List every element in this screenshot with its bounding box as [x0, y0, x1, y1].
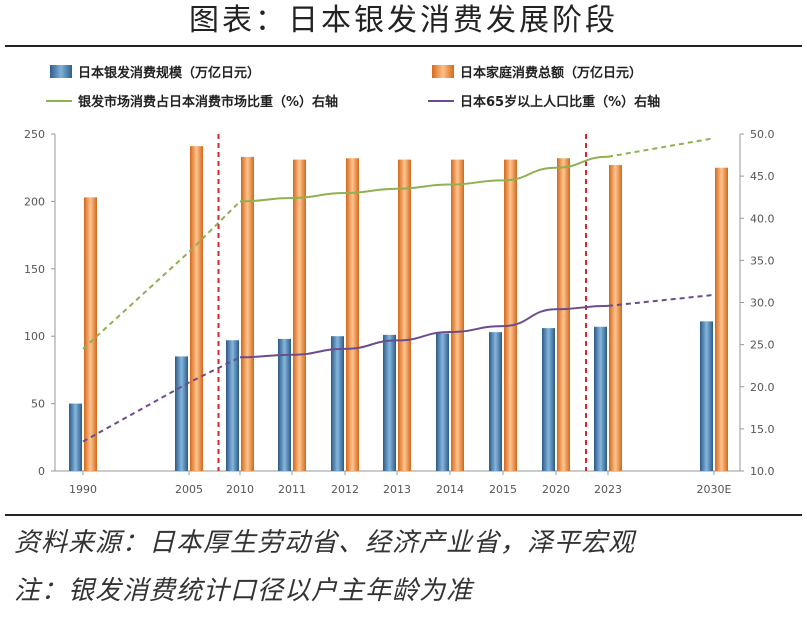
bar-household-consumption: [241, 156, 254, 471]
legend-entry-silver-share: 银发市场消费占日本消费市场比重（%）右轴: [46, 91, 338, 110]
bar-household-consumption: [84, 197, 97, 471]
line-silver-share-solid: [239, 155, 609, 203]
footnote: 注：银发消费统计口径以户主年龄为准: [14, 576, 474, 606]
source-note: 资料来源：日本厚生劳动省、经济产业省，泽平宏观: [14, 528, 636, 558]
bar-household-consumption: [451, 159, 464, 471]
bottom-divider: [5, 514, 802, 516]
bar-silver-consumption: [278, 338, 291, 471]
y-right-tick-label: 30.0: [750, 297, 775, 310]
x-tick-label: 2030E: [697, 483, 732, 496]
line-aged-population-share-dashed-early: [82, 356, 241, 443]
legend-swatch-orange: [432, 65, 454, 78]
bar-silver-consumption: [69, 403, 82, 471]
bar-household-consumption: [609, 165, 622, 471]
y-left-tick-label: 200: [24, 195, 45, 208]
x-tick-label: 2015: [489, 483, 517, 496]
y-right-tick-label: 45.0: [750, 170, 775, 183]
combo-chart: 0 50 100 150 200 250 10.0 15.0 20.0 25.0 30.0 35.0 4…: [24, 128, 775, 496]
legend-entry-household-consumption: 日本家庭消费总额（万亿日元）: [432, 62, 642, 81]
y-right-tick-label: 50.0: [750, 128, 775, 141]
x-tick-label: 2023: [594, 483, 622, 496]
legend-swatch-purple-line: [428, 99, 454, 102]
y-right-tick-label: 15.0: [750, 423, 775, 436]
bar-silver-consumption: [542, 328, 555, 471]
bar-silver-consumption: [331, 336, 344, 471]
bar-silver-consumption: [383, 334, 396, 471]
legend-label: 日本家庭消费总额（万亿日元）: [460, 66, 643, 81]
y-right-tick-label: 35.0: [750, 254, 775, 267]
page-title: 图表：日本银发消费发展阶段: [189, 3, 618, 38]
bar-household-consumption: [293, 159, 306, 471]
y-left-tick-label: 50: [31, 398, 45, 411]
lines: [82, 137, 715, 443]
y-right-tick-label: 10.0: [750, 465, 775, 478]
line-silver-share-dashed-forecast: [607, 137, 715, 158]
legend-label: 日本银发消费规模（万亿日元）: [78, 66, 261, 81]
y-left-tick-label: 100: [24, 330, 45, 343]
bar-silver-consumption: [175, 356, 188, 471]
bar-household-consumption: [504, 159, 517, 471]
line-aged-population-share-solid: [239, 304, 609, 359]
x-tick-label: 2020: [542, 483, 570, 496]
bar-silver-consumption: [700, 321, 713, 471]
y-right-tick-label: 25.0: [750, 339, 775, 352]
stage-dividers: [217, 134, 587, 471]
bar-household-consumption: [557, 158, 570, 471]
bar-silver-consumption: [594, 326, 607, 471]
x-tick-label: 2014: [436, 483, 464, 496]
tick-labels: 0 50 100 150 200 250 10.0 15.0 20.0 25.0 30.0 35.0 4…: [24, 128, 775, 496]
legend-label: 日本65岁以上人口比重（%）右轴: [460, 95, 661, 110]
bars: [69, 146, 728, 471]
bar-silver-consumption: [226, 340, 239, 471]
legend-swatch-green-line: [46, 99, 72, 102]
line-silver-share-dashed-early: [82, 200, 241, 350]
bar-household-consumption: [398, 159, 411, 471]
x-tick-label: 2013: [383, 483, 411, 496]
top-divider: [5, 45, 802, 47]
x-tick-label: 2011: [278, 483, 306, 496]
y-right-tick-label: 20.0: [750, 381, 775, 394]
bar-household-consumption: [346, 158, 359, 471]
y-left-tick-label: 150: [24, 263, 45, 276]
line-aged-population-share-dashed-forecast: [607, 293, 715, 307]
bar-silver-consumption: [436, 333, 449, 471]
x-tick-label: 2010: [226, 483, 254, 496]
bar-silver-consumption: [489, 332, 502, 471]
legend-swatch-blue: [50, 65, 72, 78]
x-tick-label: 1990: [69, 483, 97, 496]
legend-entry-aged-population-share: 日本65岁以上人口比重（%）右轴: [428, 91, 660, 110]
x-tick-label: 2012: [331, 483, 359, 496]
legend-entry-silver-consumption: 日本银发消费规模（万亿日元）: [50, 62, 260, 81]
x-tick-label: 2005: [175, 483, 203, 496]
y-right-tick-label: 40.0: [750, 212, 775, 225]
axes: [51, 133, 744, 475]
bar-household-consumption: [715, 167, 728, 471]
bar-household-consumption: [190, 146, 203, 471]
y-left-tick-label: 0: [38, 465, 45, 478]
legend-label: 银发市场消费占日本消费市场比重（%）右轴: [78, 95, 339, 110]
y-left-tick-label: 250: [24, 128, 45, 141]
